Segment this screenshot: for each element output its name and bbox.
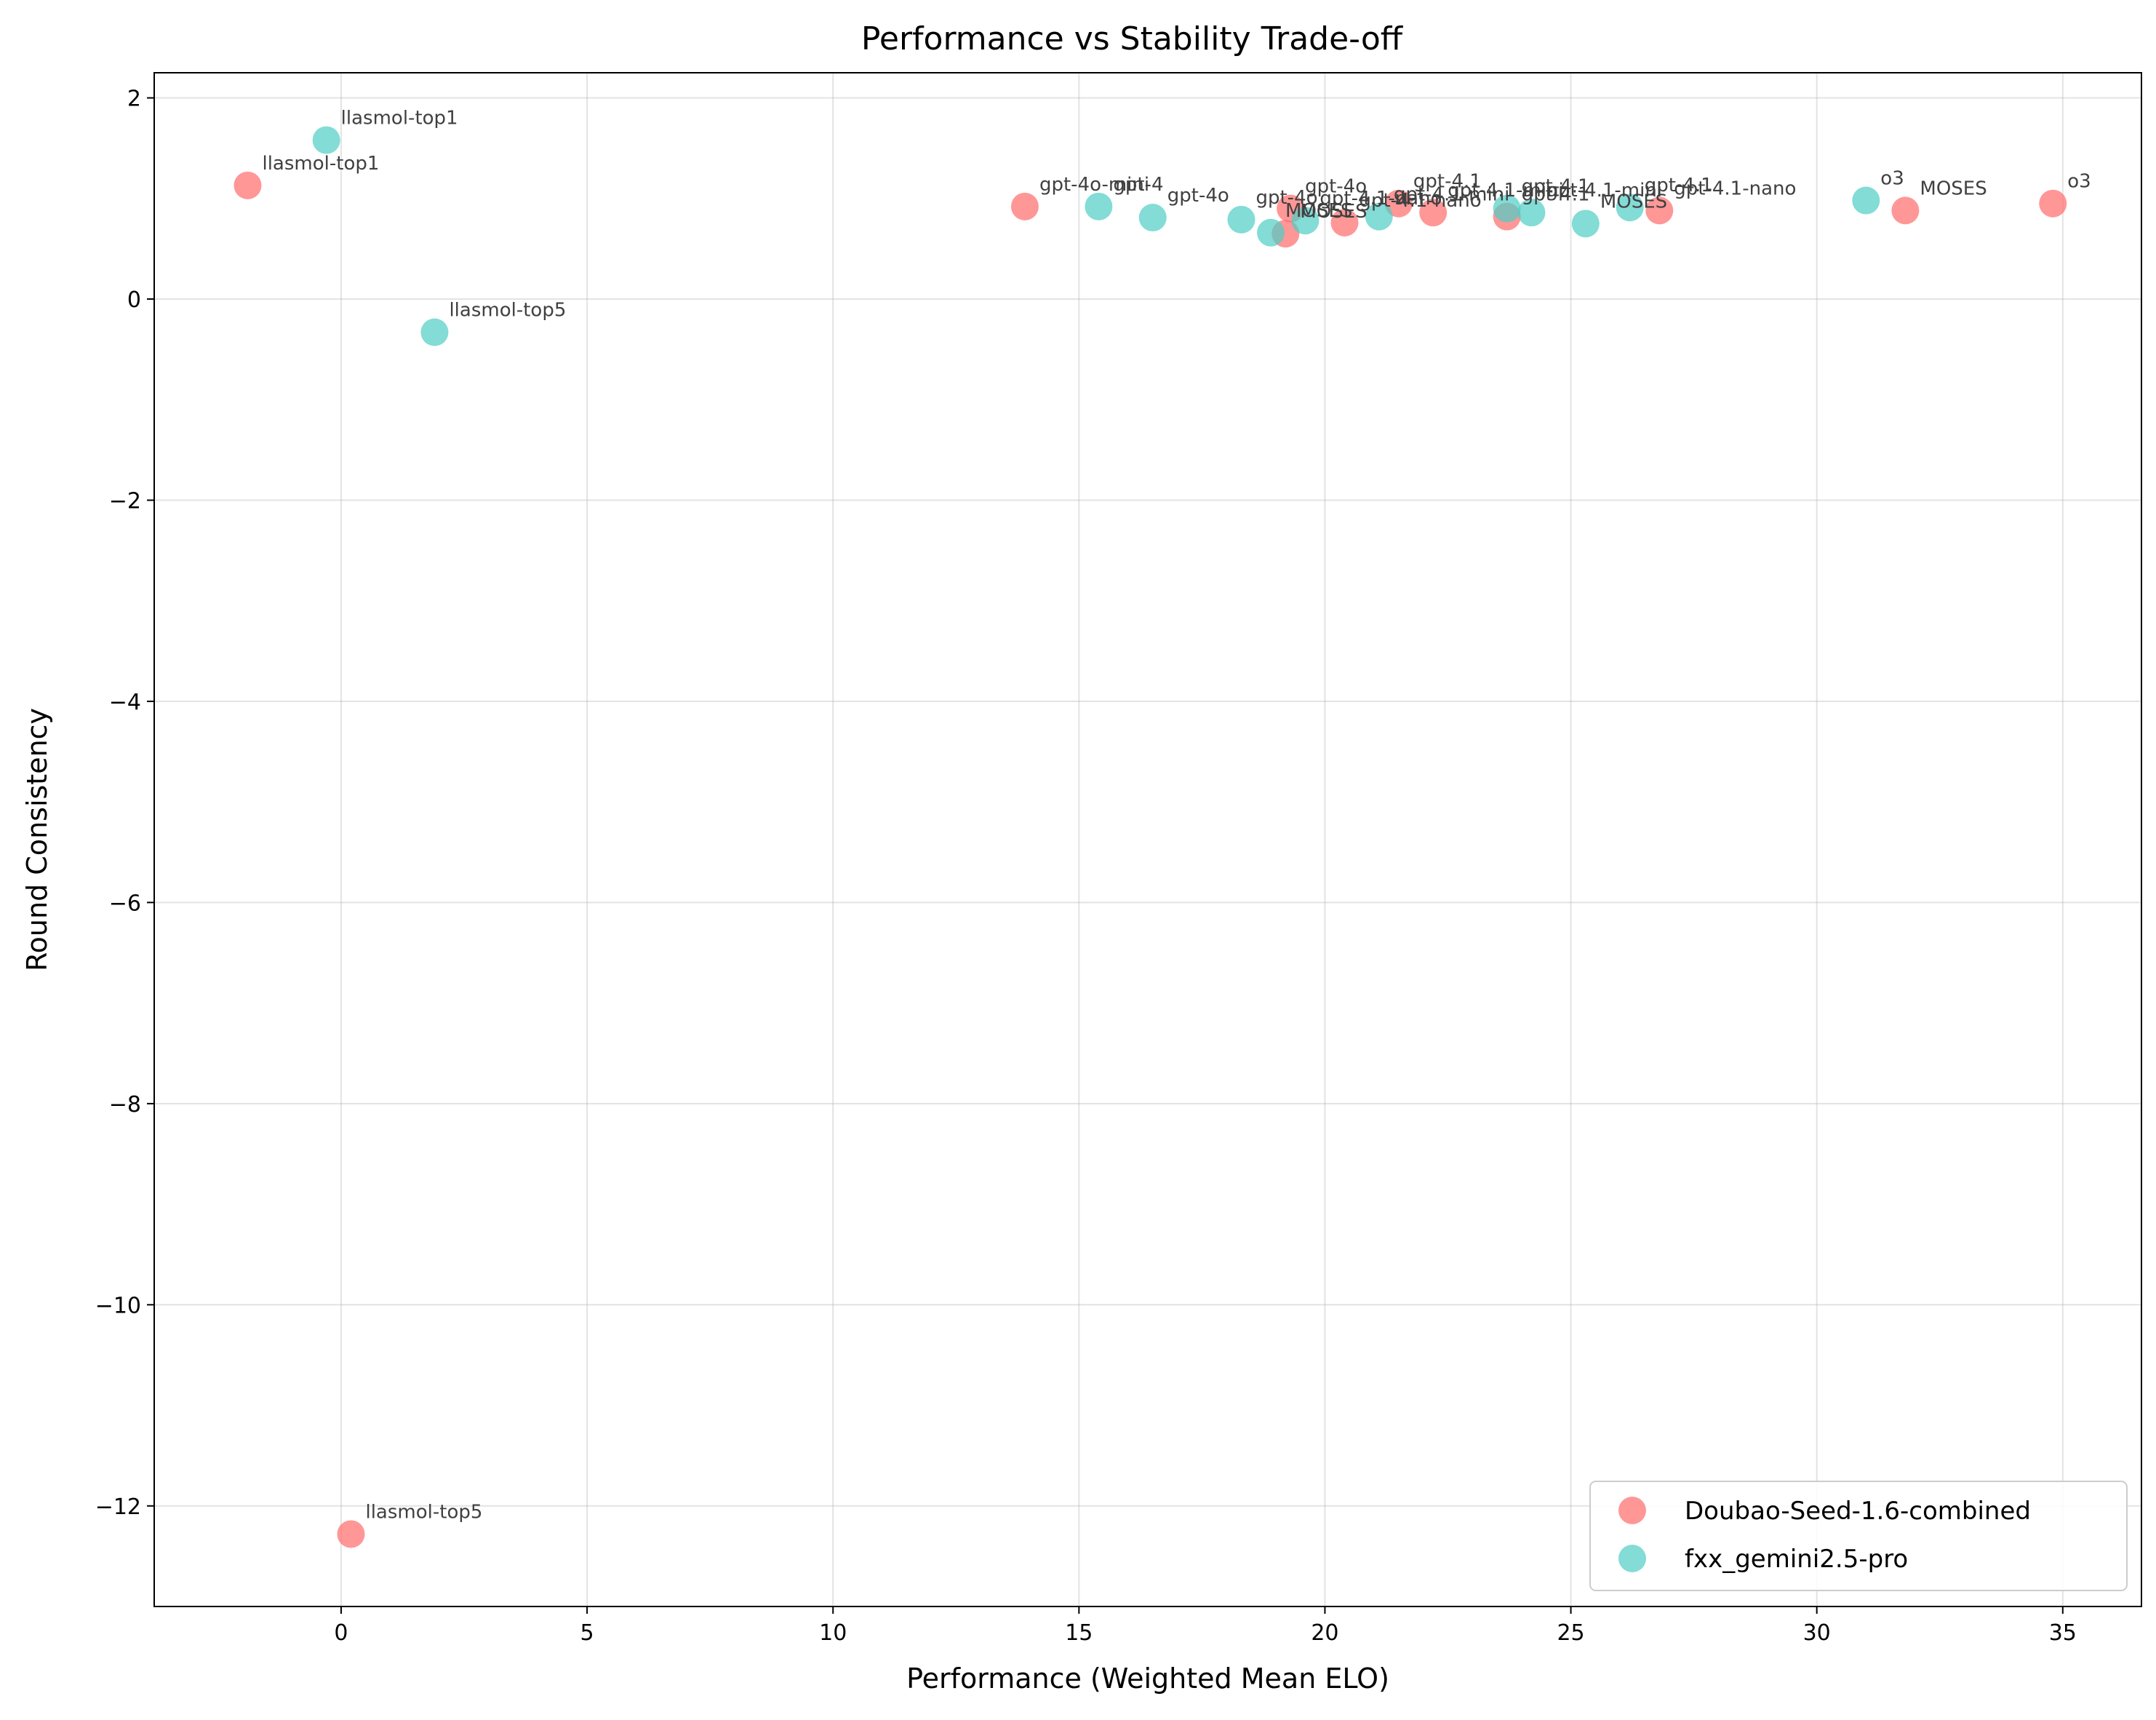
point-label: gpt-4.1-mini	[1546, 180, 1662, 202]
point-labels: llasmol-top1 llasmol-top5 gpt-4o-mini MOSES…	[262, 108, 2091, 1524]
y-tick-label: 0	[127, 287, 141, 313]
scatter-point-series-1	[1291, 207, 1319, 235]
point-label: gpt-4o	[1167, 185, 1229, 207]
point-label: gpt-4.1-mini	[1394, 184, 1510, 206]
point-label: gpt-4.1	[1645, 175, 1713, 196]
legend-marker-gemini	[1618, 1545, 1646, 1572]
plot-area-frame	[153, 72, 2142, 1607]
scatter-point-series-1	[1138, 204, 1167, 232]
point-label: gpt-4o	[1255, 187, 1317, 209]
legend-box	[1589, 1481, 2128, 1591]
x-tick-label: 35	[2049, 1620, 2077, 1646]
scatter-point-series-1	[420, 318, 449, 346]
y-tick-label: −12	[95, 1494, 141, 1520]
x-tick-label: 10	[819, 1620, 847, 1646]
scatter-point-series-1	[1227, 205, 1255, 234]
chart-title: Performance vs Stability Trade-off	[861, 20, 1404, 57]
x-tick-label: 15	[1065, 1620, 1093, 1646]
scatter-point-series-1	[1257, 218, 1285, 247]
legend-label-doubao: Doubao-Seed-1.6-combined	[1685, 1497, 2031, 1526]
point-label: gpt-4.1-nano	[1319, 188, 1442, 210]
x-tick-label: 30	[1803, 1620, 1831, 1646]
point-label: o3	[1880, 168, 1904, 190]
point-label: gpt-4.1	[1413, 171, 1482, 193]
x-tick-label: 20	[1311, 1620, 1338, 1646]
scatter-point-series-1	[1365, 202, 1393, 231]
point-label: MOSES	[1285, 200, 1352, 222]
scatter-point-series-0	[1330, 208, 1359, 236]
scatter-point-series-1	[1616, 194, 1644, 222]
point-label: gpt-4o	[1305, 176, 1367, 198]
scatter-point-series-1	[1085, 192, 1113, 220]
data-points	[233, 126, 2067, 1548]
point-label: MOSES	[1920, 178, 1987, 199]
y-tick-label: −6	[109, 891, 141, 916]
point-label: gpt-4.1-nano	[1359, 190, 1481, 212]
point-label: gpt-4	[1113, 174, 1163, 196]
x-axis-label: Performance (Weighted Mean ELO)	[906, 1663, 1389, 1695]
scatter-point-series-0	[2039, 189, 2067, 218]
y-tick-label: −4	[109, 690, 141, 715]
y-tick-label: −8	[109, 1092, 141, 1118]
legend: Doubao-Seed-1.6-combined fxx_gemini2.5-p…	[1589, 1481, 2128, 1591]
scatter-point-series-0	[1891, 196, 1920, 225]
legend-label-gemini: fxx_gemini2.5-pro	[1685, 1545, 1908, 1574]
scatter-point-series-1	[312, 126, 340, 154]
point-label: o3	[2067, 171, 2091, 193]
y-axis-label: Round Consistency	[21, 708, 53, 971]
scatter-point-series-0	[1419, 199, 1448, 227]
point-label: gpt-4o-mini	[1039, 174, 1149, 196]
point-label: MOSES	[1600, 191, 1667, 212]
y-tick-label: −2	[109, 488, 141, 514]
scatter-point-series-1	[1852, 186, 1880, 215]
point-label: llasmol-top1	[341, 108, 458, 130]
scatter-point-series-0	[233, 171, 262, 199]
point-label: MOSES	[1300, 201, 1367, 223]
point-label: llasmol-top5	[449, 300, 566, 322]
scatter-point-series-1	[1571, 210, 1600, 238]
point-label: gpt-4.1	[1522, 176, 1590, 198]
legend-marker-doubao	[1618, 1497, 1646, 1524]
point-label: gpt-4.1-nano	[1674, 178, 1796, 199]
scatter-point-series-1	[1517, 199, 1546, 227]
x-tick-label: 0	[334, 1620, 348, 1646]
point-label: gpt-4.1	[1522, 184, 1590, 206]
x-tick-label: 25	[1557, 1620, 1584, 1646]
point-label: gpt-4.1-mini	[1448, 180, 1564, 202]
y-tick-label: 2	[127, 87, 141, 112]
scatter-point-series-0	[337, 1520, 365, 1548]
x-tick-label: 5	[580, 1620, 594, 1646]
scatter-point-series-0	[1384, 189, 1413, 218]
scatter-point-series-1	[1493, 194, 1521, 223]
grid	[154, 73, 2141, 1606]
scatter-point-series-0	[1010, 192, 1039, 220]
point-label: llasmol-top5	[365, 1501, 482, 1523]
y-tick-label: −10	[95, 1293, 141, 1318]
scatter-point-series-0	[1645, 196, 1674, 225]
point-label: llasmol-top1	[262, 153, 379, 175]
